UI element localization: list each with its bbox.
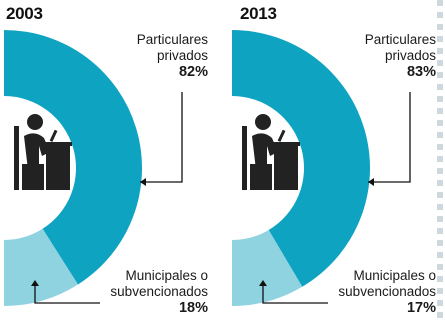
- year-title-2003: 2003: [6, 4, 43, 23]
- label-municipales-2013: Municipales o subvencionados 17%: [306, 268, 436, 316]
- leader-arrow-particulares-2003: [140, 178, 146, 186]
- donut-slice-particulares-2003: [4, 30, 142, 285]
- leader-arrow-particulares-2013: [368, 178, 374, 186]
- leader-line-municipales-2003: [34, 283, 100, 304]
- leader-line-particulares-2003: [140, 92, 183, 183]
- donut-slice-municipales-2003: [4, 228, 78, 306]
- label-municipales-2013-line1: Municipales o: [353, 268, 436, 283]
- value-municipales-2013: 17%: [406, 300, 436, 316]
- donut-slice-municipales-2013: [232, 229, 303, 306]
- year-title-2013: 2013: [240, 4, 277, 23]
- label-particulares-2003-line1: Particulares: [136, 32, 208, 47]
- value-particulares-2003: 82%: [178, 64, 208, 80]
- label-particulares-2013: Particulares privados 83%: [306, 32, 436, 80]
- decorative-edge: [437, 0, 443, 322]
- leader-arrow-municipales-2013: [259, 280, 267, 286]
- value-particulares-2013: 83%: [406, 64, 436, 80]
- label-particulares-2013-line2: privados: [384, 48, 436, 63]
- label-particulares-2003-line2: privados: [156, 48, 208, 63]
- teacher-at-desk-icon: [14, 114, 72, 190]
- label-particulares-2003: Particulares privados 82%: [78, 32, 208, 80]
- label-municipales-2003-line1: Municipales o: [125, 268, 208, 283]
- label-municipales-2013-line2: subvencionados: [338, 284, 436, 299]
- label-particulares-2013-line1: Particulares: [364, 32, 436, 47]
- leader-arrow-municipales-2003: [31, 280, 39, 286]
- label-municipales-2003-line2: subvencionados: [110, 284, 208, 299]
- donut-slice-particulares-2013: [232, 30, 370, 287]
- leader-line-particulares-2013: [368, 92, 411, 183]
- label-municipales-2003: Municipales o subvencionados 18%: [78, 268, 208, 316]
- teacher-at-desk-icon: [242, 114, 300, 190]
- leader-line-municipales-2013: [262, 283, 328, 304]
- value-municipales-2003: 18%: [178, 300, 208, 316]
